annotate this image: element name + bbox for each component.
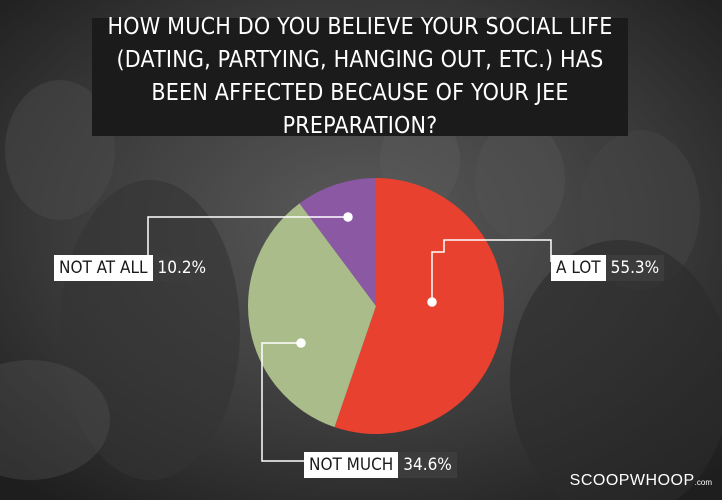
slice-name: A LOT <box>551 255 606 281</box>
slice-label-not-much: NOT MUCH 34.6% <box>304 452 457 478</box>
leader-dot-a-lot <box>427 297 437 307</box>
slice-name: NOT MUCH <box>304 452 399 478</box>
slice-value: 34.6% <box>398 452 457 478</box>
slice-value: 10.2% <box>152 255 212 281</box>
slice-label-not-at-all: NOT AT ALL 10.2% <box>54 255 212 281</box>
leader-line-not-at-all <box>147 216 348 262</box>
leader-line-a-lot <box>431 239 552 302</box>
brand-logo: SCOOPWHOOP.com <box>569 472 712 489</box>
title-box: HOW MUCH DO YOU BELIEVE YOUR SOCIAL LIFE… <box>92 14 628 139</box>
pie-slice-not-at-all <box>299 178 376 306</box>
slice-value: 55.3% <box>605 255 665 281</box>
pie-slice-a-lot <box>334 178 505 434</box>
leader-dot-not-much <box>296 338 306 348</box>
leader-dot-not-at-all <box>343 212 353 222</box>
pie-slice-not-much <box>248 203 376 428</box>
chart-title: HOW MUCH DO YOU BELIEVE YOUR SOCIAL LIFE… <box>107 14 613 139</box>
leader-line-not-much <box>261 342 306 462</box>
slice-name: NOT AT ALL <box>54 255 153 281</box>
slice-label-a-lot: A LOT 55.3% <box>551 255 665 281</box>
